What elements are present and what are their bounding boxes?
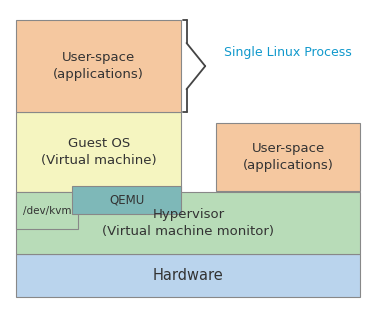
FancyBboxPatch shape (73, 186, 181, 214)
Text: Hypervisor
(Virtual machine monitor): Hypervisor (Virtual machine monitor) (103, 208, 275, 238)
Text: Guest OS
(Virtual machine): Guest OS (Virtual machine) (41, 137, 156, 167)
Text: Single Linux Process: Single Linux Process (224, 46, 352, 59)
Text: User-space
(applications): User-space (applications) (53, 51, 144, 81)
FancyBboxPatch shape (17, 193, 361, 254)
FancyBboxPatch shape (17, 193, 78, 230)
Text: User-space
(applications): User-space (applications) (243, 142, 334, 172)
FancyBboxPatch shape (17, 254, 361, 297)
Text: /dev/kvm: /dev/kvm (23, 206, 71, 216)
FancyBboxPatch shape (17, 20, 181, 112)
FancyBboxPatch shape (217, 123, 361, 191)
Text: QEMU: QEMU (109, 194, 144, 207)
FancyBboxPatch shape (17, 112, 181, 193)
Text: Hardware: Hardware (153, 268, 224, 283)
